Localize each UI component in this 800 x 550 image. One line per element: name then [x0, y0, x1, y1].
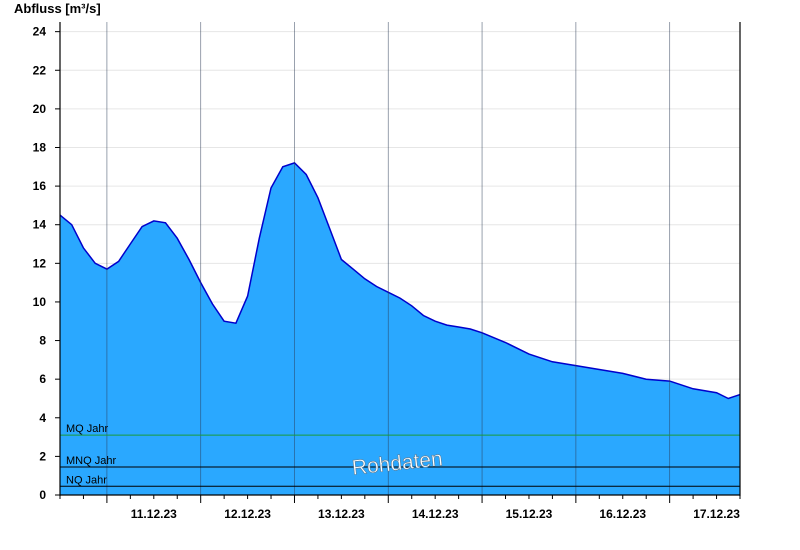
discharge-area	[60, 162, 740, 495]
reference-label: MNQ Jahr	[66, 455, 116, 467]
x-tick-label: 13.12.23	[318, 507, 365, 521]
x-tick-label: 15.12.23	[506, 507, 553, 521]
y-tick-label: 18	[33, 140, 47, 154]
reference-label: MQ Jahr	[66, 423, 109, 435]
y-tick-label: 8	[39, 334, 46, 348]
y-tick-label: 12	[33, 256, 47, 270]
x-tick-label: 14.12.23	[412, 507, 459, 521]
y-tick-label: 16	[33, 179, 47, 193]
y-tick-label: 10	[33, 295, 47, 309]
y-tick-label: 6	[39, 372, 46, 386]
x-axis-ticks: 11.12.23 12.12.23 13.12.23 14.12.23 15.12.23…	[59, 495, 741, 521]
y-tick-label: 4	[39, 411, 46, 425]
y-tick-label: 2	[39, 449, 46, 463]
x-tick-label: 11.12.23	[131, 507, 177, 521]
reference-label: NQ Jahr	[66, 474, 107, 486]
x-tick-label: 12.12.23	[224, 507, 271, 521]
y-tick-label: 22	[33, 63, 47, 77]
day-divider-lines	[106, 22, 671, 495]
x-tick-label: 17.12.23	[693, 507, 740, 521]
x-tick-label: 16.12.23	[599, 507, 646, 521]
y-axis-title: Abfluss [m³/s]	[14, 1, 101, 16]
y-tick-label: 14	[33, 218, 47, 232]
axes	[59, 22, 741, 496]
y-tick-label: 24	[33, 25, 47, 39]
y-tick-label: 20	[33, 102, 47, 116]
reference-lines: MQ Jahr MNQ Jahr NQ Jahr	[60, 423, 740, 487]
y-tick-label: 0	[39, 488, 46, 502]
